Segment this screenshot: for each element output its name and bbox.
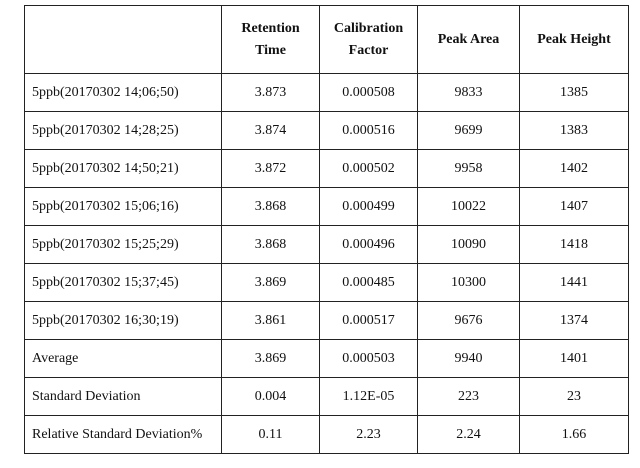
table-row: 5ppb(20170302 15;37;45) 3.869 0.000485 1030…: [24, 263, 629, 302]
table-cell: 3.872: [221, 149, 320, 188]
table-cell: 1418: [519, 225, 629, 264]
table-row: Relative Standard Deviation% 0.11 2.23 2.24…: [24, 415, 629, 454]
row-label-cell: 5ppb(20170302 15;06;16): [24, 187, 222, 226]
header-retention-time: Retention Time: [221, 5, 320, 74]
table-cell: 0.000516: [319, 111, 418, 150]
table-cell: 10090: [417, 225, 520, 264]
table-cell: 9940: [417, 339, 520, 378]
row-label-cell: Standard Deviation: [24, 377, 222, 416]
table-cell: 1407: [519, 187, 629, 226]
table-cell: 3.861: [221, 301, 320, 340]
table-cell: 0.000508: [319, 73, 418, 112]
table-cell: 1401: [519, 339, 629, 378]
header-peak-height: Peak Height: [519, 5, 629, 74]
table-cell: 1.12E-05: [319, 377, 418, 416]
table-cell: 1441: [519, 263, 629, 302]
table-cell: 3.869: [221, 263, 320, 302]
table-cell: 2.24: [417, 415, 520, 454]
table-cell: 23: [519, 377, 629, 416]
header-line: Factor: [348, 42, 389, 58]
table-cell: 0.000502: [319, 149, 418, 188]
table-cell: 0.000517: [319, 301, 418, 340]
table-cell: 2.23: [319, 415, 418, 454]
table-cell: 10300: [417, 263, 520, 302]
table-cell: 9676: [417, 301, 520, 340]
row-label-cell: 5ppb(20170302 14;28;25): [24, 111, 222, 150]
table-cell: 3.874: [221, 111, 320, 150]
table-row: Standard Deviation 0.004 1.12E-05 223 23: [24, 377, 629, 416]
table-cell: 0.000503: [319, 339, 418, 378]
table-cell: 0.000499: [319, 187, 418, 226]
table-cell: 1385: [519, 73, 629, 112]
table-cell: 1402: [519, 149, 629, 188]
table-row: 5ppb(20170302 15;25;29) 3.868 0.000496 1009…: [24, 225, 629, 264]
table-cell: 1374: [519, 301, 629, 340]
table-row: 5ppb(20170302 14;50;21) 3.872 0.000502 9958…: [24, 149, 629, 188]
table-row: 5ppb(20170302 15;06;16) 3.868 0.000499 1002…: [24, 187, 629, 226]
table-row: Average 3.869 0.000503 9940 1401: [24, 339, 629, 378]
calibration-data-table: Retention Time Calibration Factor Peak A…: [24, 5, 629, 454]
header-peak-area: Peak Area: [417, 5, 520, 74]
header-calibration-factor: Calibration Factor: [319, 5, 418, 74]
table-cell: 1383: [519, 111, 629, 150]
table-cell: 0.000496: [319, 225, 418, 264]
row-label-cell: 5ppb(20170302 16;30;19): [24, 301, 222, 340]
table-cell: 10022: [417, 187, 520, 226]
row-label-cell: Relative Standard Deviation%: [24, 415, 222, 454]
table-cell: 9699: [417, 111, 520, 150]
header-cell-blank: [24, 5, 222, 74]
table-cell: 0.004: [221, 377, 320, 416]
row-label-cell: 5ppb(20170302 14;50;21): [24, 149, 222, 188]
table-row: 5ppb(20170302 14;06;50) 3.873 0.000508 9833…: [24, 73, 629, 112]
table-cell: 3.868: [221, 187, 320, 226]
table-cell: 3.868: [221, 225, 320, 264]
table-cell: 3.869: [221, 339, 320, 378]
table-cell: 0.000485: [319, 263, 418, 302]
row-label-cell: Average: [24, 339, 222, 378]
table-cell: 9833: [417, 73, 520, 112]
table-cell: 1.66: [519, 415, 629, 454]
header-line: Calibration: [333, 20, 404, 36]
row-label-cell: 5ppb(20170302 14;06;50): [24, 73, 222, 112]
row-label-cell: 5ppb(20170302 15;37;45): [24, 263, 222, 302]
row-label-cell: 5ppb(20170302 15;25;29): [24, 225, 222, 264]
header-row: Retention Time Calibration Factor Peak A…: [24, 5, 629, 74]
table-row: 5ppb(20170302 16;30;19) 3.861 0.000517 9676…: [24, 301, 629, 340]
table-cell: 3.873: [221, 73, 320, 112]
header-line: Time: [255, 42, 286, 58]
header-line: Retention: [241, 20, 300, 36]
table-cell: 0.11: [221, 415, 320, 454]
table-row: 5ppb(20170302 14;28;25) 3.874 0.000516 9699…: [24, 111, 629, 150]
table-cell: 223: [417, 377, 520, 416]
table-cell: 9958: [417, 149, 520, 188]
